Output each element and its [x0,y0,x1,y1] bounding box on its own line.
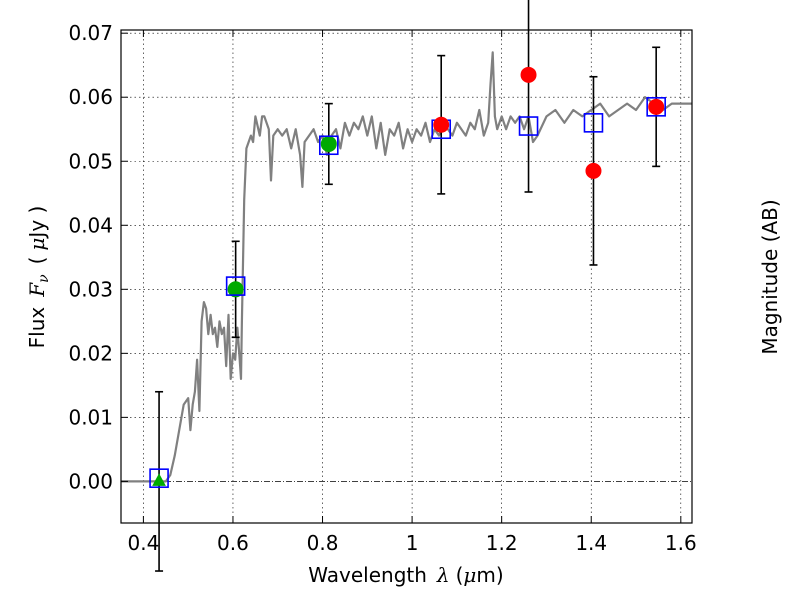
y-axis-label: Flux Fν ( μJy ) [25,206,52,349]
data-markers [149,66,666,488]
spectrum-line [121,51,692,483]
y-tick-label: 0.00 [68,469,113,493]
x-label-symbol: λ [436,563,450,587]
optical-point-triangle [152,473,166,486]
x-label-unit-rest: m) [476,563,503,587]
x-label-unit-mu: μ [463,563,476,587]
y-label-subscript: ν [36,274,52,283]
x-tick-label: 1.4 [575,531,607,555]
x-tick-label: 0.4 [127,531,159,555]
y-tick-label: 0.02 [68,341,113,365]
y-label-unit-rest: Jy ) [25,206,49,240]
y-label-symbol: F [25,282,49,298]
nir-point [520,66,537,83]
y-tick-label: 0.07 [68,21,113,45]
x-tick-label: 0.8 [307,531,339,555]
x-tick-label: 0.6 [217,531,249,555]
axis-ticks: 0.4 0.6 0.8 1 1.2 1.4 1.6 0.00 0.01 0.02 0.03 0.04 0… [68,21,697,555]
model-flux-square [225,276,246,296]
model-flux-square [149,468,169,488]
model-flux-square [318,135,339,156]
x-tick-label: 1.2 [486,531,518,555]
x-label-text: Wavelength [308,563,427,587]
model-flux-square [518,116,539,136]
y-tick-label: 0.06 [68,85,113,109]
nir-point [585,162,602,179]
x-tick-label: 1.6 [665,531,697,555]
y-label-unit-open: ( [25,257,49,265]
nir-point [648,98,665,115]
y-label-text: Flux [25,307,49,349]
model-flux-square [583,113,604,133]
y-tick-label: 0.05 [68,149,113,173]
x-tick-label: 1 [406,531,419,555]
optical-point [320,135,337,152]
model-flux-square [646,97,666,117]
optical-point [227,281,244,298]
spectrum-layer [121,51,692,483]
nir-point [433,116,450,133]
y2-axis-label: Magnitude (AB) [758,199,782,354]
plot-frame [120,29,693,524]
y-tick-label: 0.03 [68,277,113,301]
y-tick-label: 0.04 [68,213,113,237]
y-tick-label: 0.01 [68,405,113,429]
x-axis-label: Wavelength λ (μm) [308,563,503,587]
x-label-unit-open: ( [456,563,464,587]
y-label-unit-mu: μ [25,238,49,251]
grid-lines [121,30,692,523]
